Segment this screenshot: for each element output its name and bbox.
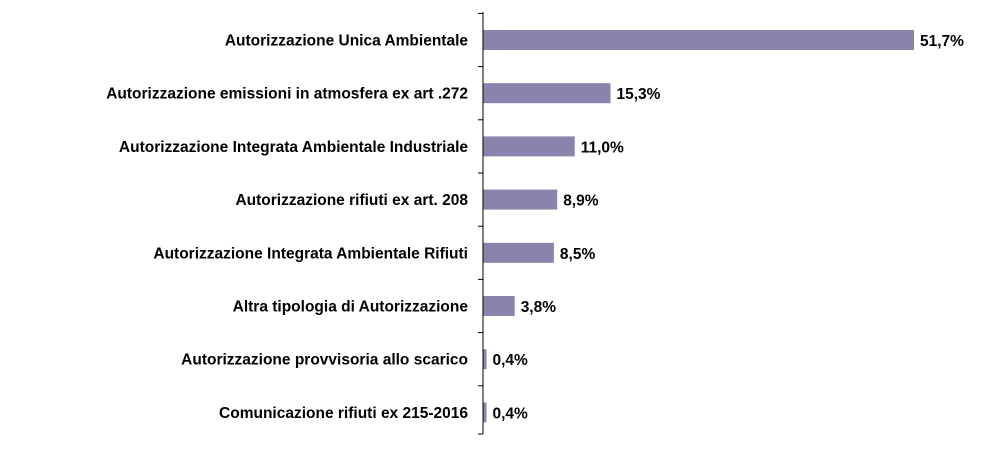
category-label: Autorizzazione Unica Ambientale — [225, 33, 469, 50]
bar — [483, 349, 487, 370]
data-label: 0,4% — [493, 352, 529, 369]
bar — [483, 136, 575, 157]
data-label: 0,4% — [493, 405, 529, 422]
data-label: 11,0% — [581, 139, 624, 156]
category-label: Altra tipologia di Autorizzazione — [233, 299, 469, 316]
data-label: 51,7% — [920, 33, 964, 50]
category-label: Autorizzazione emissioni in atmosfera ex… — [106, 86, 468, 103]
bar — [483, 242, 554, 263]
bar — [483, 296, 515, 316]
category-label: Autorizzazione provvisoria allo scarico — [181, 352, 468, 369]
data-label: 3,8% — [521, 299, 557, 316]
bar — [483, 30, 914, 50]
bar — [483, 189, 558, 210]
category-label: Autorizzazione rifiuti ex art. 208 — [235, 192, 468, 209]
data-label: 8,5% — [560, 246, 596, 263]
category-label: Comunicazione rifiuti ex 215-2016 — [219, 405, 468, 422]
bar — [483, 402, 487, 423]
value-labels-layer: 51,7% 15,3% 11,0% 8,9% 8,5% 3,8% 0,4% 0,4% — [493, 33, 965, 422]
bars-layer — [483, 30, 914, 423]
category-label: Autorizzazione Integrata Ambientale Indu… — [119, 139, 468, 156]
axis-layer — [478, 12, 484, 435]
bar — [483, 83, 611, 104]
data-label: 15,3% — [617, 86, 661, 103]
data-label: 8,9% — [563, 193, 599, 210]
category-labels-layer: Autorizzazione Unica Ambientale Autorizza… — [106, 33, 468, 422]
category-label: Autorizzazione Integrata Ambientale Rifi… — [153, 245, 468, 262]
